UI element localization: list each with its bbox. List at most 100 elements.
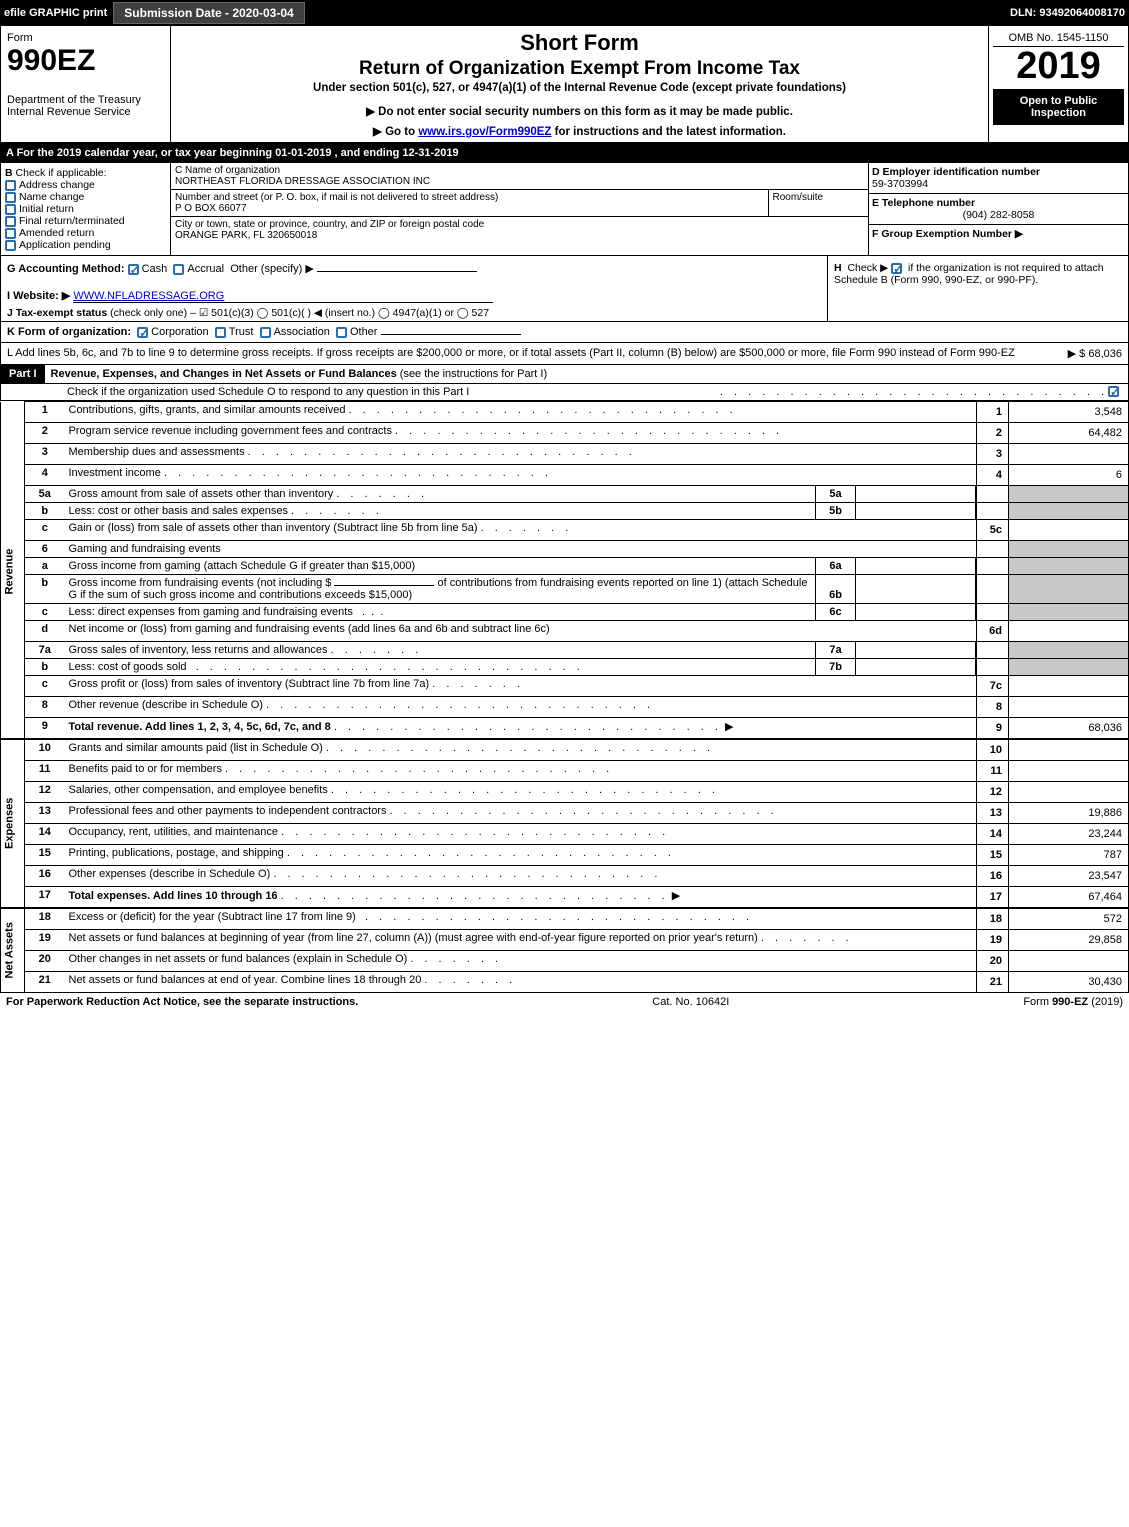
year-label: 2019 xyxy=(993,47,1124,85)
note-goto-pre: ▶ Go to xyxy=(373,126,418,138)
k-corp: Corporation xyxy=(151,326,208,338)
part1-checknote-text: Check if the organization used Schedule … xyxy=(7,386,720,398)
h-pre: Check ▶ xyxy=(847,262,891,274)
org-city: ORANGE PARK, FL 320650018 xyxy=(175,230,317,241)
ln5b-cell: Less: cost or other basis and sales expe… xyxy=(65,503,977,520)
ln6b-num: b xyxy=(25,575,65,604)
ln6b-cell: Gross income from fundraising events (no… xyxy=(65,575,977,604)
note-goto-post: for instructions and the latest informat… xyxy=(551,126,786,138)
dln-label: DLN: 93492064008170 xyxy=(1010,7,1125,19)
ln11-text: Benefits paid to or for members . . . . … xyxy=(65,761,977,782)
chk-application-pending[interactable]: Application pending xyxy=(5,239,166,251)
part1-badge: Part I xyxy=(1,365,45,383)
tax-year-band: A For the 2019 calendar year, or tax yea… xyxy=(0,143,1129,163)
irs-link[interactable]: www.irs.gov/Form990EZ xyxy=(418,126,551,138)
ln8-text: Other revenue (describe in Schedule O) .… xyxy=(65,697,977,718)
ln3-text: Membership dues and assessments . . . . … xyxy=(65,444,977,465)
sub-5b: 5b xyxy=(816,503,856,519)
ln20-value xyxy=(1009,951,1129,972)
part1-title: Revenue, Expenses, and Changes in Net As… xyxy=(45,365,554,383)
page-footer: For Paperwork Reduction Act Notice, see … xyxy=(0,993,1129,1011)
chk-schedule-b[interactable] xyxy=(891,263,902,274)
chk-other-org[interactable] xyxy=(336,327,347,338)
ln10-text: Grants and similar amounts paid (list in… xyxy=(65,739,977,761)
header-left: Form 990EZ Department of the Treasury In… xyxy=(1,26,171,142)
ln21-num: 21 xyxy=(25,972,65,993)
chk-accrual[interactable] xyxy=(173,264,184,275)
chk-final-return[interactable]: Final return/terminated xyxy=(5,215,166,227)
chk-name-change[interactable]: Name change xyxy=(5,191,166,203)
line-l: L Add lines 5b, 6c, and 7b to line 9 to … xyxy=(0,343,1129,365)
c-name-label: C Name of organization xyxy=(175,165,280,176)
ln6d-text: Net income or (loss) from gaming and fun… xyxy=(65,621,977,642)
ln5a-cell: Gross amount from sale of assets other t… xyxy=(65,486,977,503)
note-no-ssn: ▶ Do not enter social security numbers o… xyxy=(179,104,980,118)
phone-value: (904) 282-8058 xyxy=(872,209,1125,221)
ln16-num: 16 xyxy=(25,866,65,887)
ln18-text: Excess or (deficit) for the year (Subtra… xyxy=(65,908,977,930)
ln5c-num: c xyxy=(25,520,65,541)
ln11-value xyxy=(1009,761,1129,782)
ln7b-num: b xyxy=(25,659,65,676)
ln14-refnum: 14 xyxy=(977,824,1009,845)
submission-date-button[interactable]: Submission Date - 2020-03-04 xyxy=(113,2,304,24)
section-revenue: Revenue xyxy=(1,402,25,740)
line-h: H Check ▶ if the organization is not req… xyxy=(828,256,1128,321)
opt-address: Address change xyxy=(19,179,95,191)
e-label: E Telephone number xyxy=(872,197,975,209)
chk-schedule-o[interactable] xyxy=(1108,386,1119,397)
ln6-text: Gaming and fundraising events xyxy=(65,541,977,558)
sub-7b: 7b xyxy=(816,659,856,675)
ln9-refnum: 9 xyxy=(977,718,1009,739)
chk-cash[interactable] xyxy=(128,264,139,275)
k-assoc: Association xyxy=(274,326,330,338)
line-j: J Tax-exempt status (check only one) ‒ ☑… xyxy=(7,307,821,319)
ln4-num: 4 xyxy=(25,465,65,486)
ln5c-refnum: 5c xyxy=(977,520,1009,541)
ln19-refnum: 19 xyxy=(977,930,1009,951)
chk-amended-return[interactable]: Amended return xyxy=(5,227,166,239)
ln8-refnum: 8 xyxy=(977,697,1009,718)
ln15-refnum: 15 xyxy=(977,845,1009,866)
title-return: Return of Organization Exempt From Incom… xyxy=(179,58,980,80)
ln8-value xyxy=(1009,697,1129,718)
website-link[interactable]: WWW.NFLADRESSAGE.ORG xyxy=(73,290,493,303)
ln5c-text: Gain or (loss) from sale of assets other… xyxy=(65,520,977,541)
ln4-refnum: 4 xyxy=(977,465,1009,486)
ln18-refnum: 18 xyxy=(977,908,1009,930)
chk-association[interactable] xyxy=(260,327,271,338)
ln14-num: 14 xyxy=(25,824,65,845)
dots-icon: . . . . . . . . . . . . . . . . . . . . … xyxy=(720,386,1108,398)
opt-name: Name change xyxy=(19,191,84,203)
ln17-value: 67,464 xyxy=(1009,887,1129,909)
ln7c-value xyxy=(1009,676,1129,697)
ln6c-cell: Less: direct expenses from gaming and fu… xyxy=(65,604,977,621)
opt-initial: Initial return xyxy=(19,203,74,215)
chk-address-change[interactable]: Address change xyxy=(5,179,166,191)
sub-6b: 6b xyxy=(816,575,856,603)
footer-mid: Cat. No. 10642I xyxy=(652,996,729,1008)
efile-label: efile GRAPHIC print xyxy=(4,7,107,19)
ln16-text: Other expenses (describe in Schedule O) … xyxy=(65,866,977,887)
ln6d-refnum: 6d xyxy=(977,621,1009,642)
note-goto: ▶ Go to www.irs.gov/Form990EZ for instru… xyxy=(179,124,980,138)
k-label: K Form of organization: xyxy=(7,326,131,338)
ln17-text: Total expenses. Add lines 10 through 16 … xyxy=(65,887,977,909)
form-number: 990EZ xyxy=(7,44,164,78)
part1-title-text: Revenue, Expenses, and Changes in Net As… xyxy=(51,368,397,380)
chk-trust[interactable] xyxy=(215,327,226,338)
ln15-value: 787 xyxy=(1009,845,1129,866)
ln12-text: Salaries, other compensation, and employ… xyxy=(65,782,977,803)
chk-initial-return[interactable]: Initial return xyxy=(5,203,166,215)
j-rest: (check only one) ‒ ☑ 501(c)(3) ◯ 501(c)(… xyxy=(110,307,489,319)
ln9-text: Total revenue. Add lines 1, 2, 3, 4, 5c,… xyxy=(65,718,977,739)
ln2-value: 64,482 xyxy=(1009,423,1129,444)
section-netassets: Net Assets xyxy=(1,908,25,993)
ln14-value: 23,244 xyxy=(1009,824,1129,845)
box-b: B Check if applicable: Address change Na… xyxy=(1,163,171,255)
ln7b-cell: Less: cost of goods sold . . . . . . . .… xyxy=(65,659,977,676)
ln4-text: Investment income . . . . . . . . . . . … xyxy=(65,465,977,486)
chk-corporation[interactable] xyxy=(137,327,148,338)
ln9-num: 9 xyxy=(25,718,65,739)
ln21-text: Net assets or fund balances at end of ye… xyxy=(65,972,977,993)
